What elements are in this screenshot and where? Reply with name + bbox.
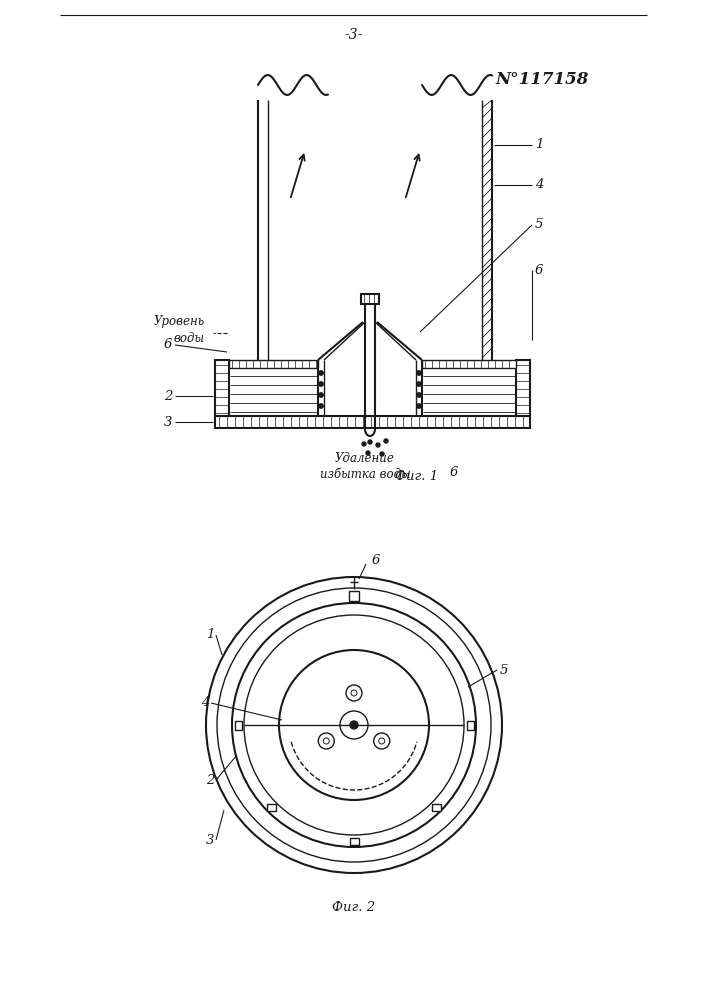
Bar: [349, 838, 358, 844]
Circle shape: [376, 443, 380, 447]
Bar: [229, 360, 318, 368]
Text: Фиг. 2: Фиг. 2: [332, 901, 375, 914]
Text: 3: 3: [163, 416, 172, 428]
Text: 5: 5: [535, 219, 544, 232]
Circle shape: [319, 382, 323, 386]
Circle shape: [319, 371, 323, 375]
Text: 4: 4: [535, 178, 544, 192]
Bar: [235, 720, 242, 730]
Circle shape: [366, 451, 370, 455]
Circle shape: [319, 393, 323, 397]
Text: N°117158: N°117158: [495, 72, 588, 89]
Text: 3: 3: [206, 834, 214, 846]
Text: 6: 6: [372, 554, 380, 568]
Bar: [215, 416, 530, 428]
Circle shape: [380, 452, 384, 456]
Circle shape: [362, 442, 366, 446]
Circle shape: [368, 440, 372, 444]
Bar: [215, 360, 229, 416]
Bar: [422, 360, 516, 368]
Text: 6: 6: [535, 263, 544, 276]
Circle shape: [319, 404, 323, 408]
Text: Уровень
воды: Уровень воды: [154, 316, 205, 344]
Text: 1: 1: [206, 629, 214, 642]
Bar: [467, 720, 474, 730]
Bar: [267, 804, 276, 811]
Text: -3-: -3-: [345, 28, 363, 42]
Circle shape: [318, 733, 334, 749]
Circle shape: [374, 733, 390, 749]
Circle shape: [350, 721, 358, 729]
Text: 6: 6: [450, 466, 458, 479]
Circle shape: [384, 439, 388, 443]
Text: 2: 2: [206, 774, 214, 786]
Text: 5: 5: [500, 664, 508, 676]
Circle shape: [417, 382, 421, 386]
Text: 1: 1: [535, 138, 544, 151]
Text: 2: 2: [163, 389, 172, 402]
Bar: [516, 360, 530, 416]
Text: 6: 6: [163, 338, 172, 352]
Bar: [349, 591, 359, 601]
Text: Удаление
избытка воды: Удаление избытка воды: [320, 452, 410, 481]
Circle shape: [417, 404, 421, 408]
Text: Фиг. 1: Фиг. 1: [395, 470, 438, 483]
Bar: [431, 804, 440, 811]
Circle shape: [417, 371, 421, 375]
Circle shape: [346, 685, 362, 701]
Text: 4: 4: [201, 696, 209, 710]
Circle shape: [417, 393, 421, 397]
Bar: [361, 294, 379, 304]
